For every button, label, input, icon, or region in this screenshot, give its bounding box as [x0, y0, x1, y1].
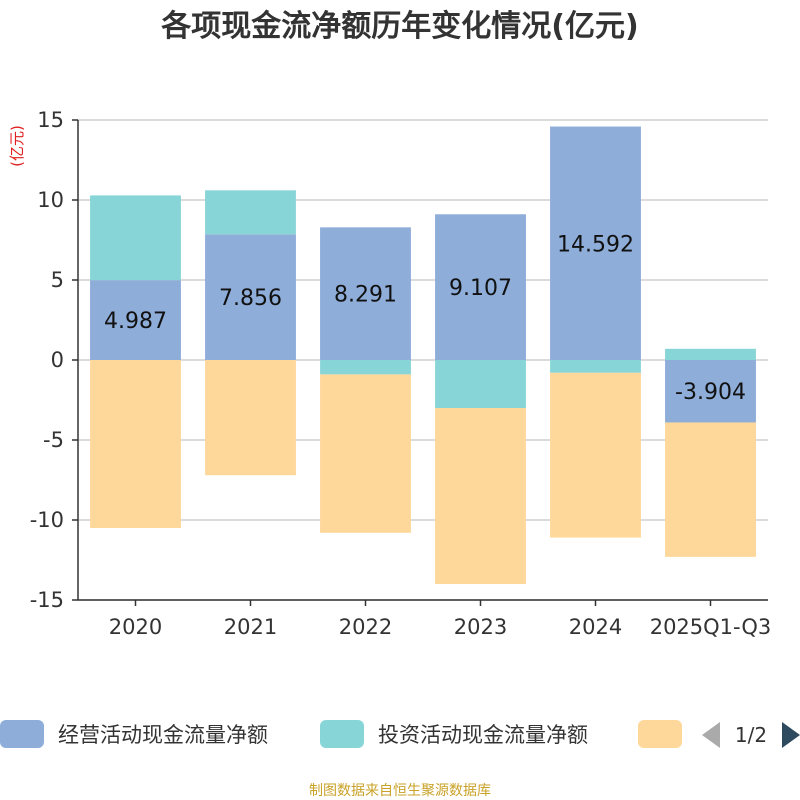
y-tick-label: 15	[37, 108, 64, 132]
data-label: 8.291	[334, 283, 397, 308]
data-label: 14.592	[557, 232, 634, 257]
bars	[90, 126, 756, 584]
bar-series-0-2025Q1-Q3[interactable]	[665, 360, 756, 423]
data-label: -3.904	[675, 380, 746, 405]
bar-series-0-2024[interactable]	[550, 126, 641, 360]
y-tick-label: 5	[51, 268, 64, 292]
bar-series-0-2023[interactable]	[435, 214, 526, 360]
bar-series-0-2020[interactable]	[90, 280, 181, 360]
legend-label-1[interactable]: 投资活动现金流量净额	[378, 723, 588, 747]
bar-series-1-2022[interactable]	[320, 360, 411, 375]
y-tick-label: -10	[30, 508, 64, 532]
triangle-right-icon[interactable]	[782, 722, 800, 748]
bar-series-2-2021[interactable]	[205, 360, 296, 476]
data-label: 7.856	[219, 286, 282, 311]
bar-series-2-2022[interactable]	[320, 374, 411, 533]
bar-series-0-2021[interactable]	[205, 234, 296, 360]
legend-swatch-1[interactable]	[320, 720, 364, 748]
y-axis-unit-label: (亿元)	[8, 125, 26, 167]
data-labels: 4.987 7.856 8.291 9.107 14.592 -3.904	[104, 232, 746, 405]
grid	[78, 119, 768, 601]
bar-series-0-2022[interactable]	[320, 227, 411, 360]
legend[interactable]: 经营活动现金流量净额 投资活动现金流量净额 1/2	[0, 720, 800, 748]
bar-series-1-2021[interactable]	[205, 190, 296, 235]
x-tick-label: 2024	[569, 615, 622, 639]
data-label: 9.107	[449, 276, 512, 301]
triangle-left-icon[interactable]	[702, 722, 720, 748]
bar-series-2-2024[interactable]	[550, 372, 641, 538]
y-tick-label: 0	[51, 348, 64, 372]
x-tick-label: 2023	[454, 615, 507, 639]
legend-swatch-2[interactable]	[638, 720, 682, 748]
y-tick-label: -15	[30, 588, 64, 612]
legend-page-indicator: 1/2	[735, 723, 767, 747]
bar-series-2-2020[interactable]	[90, 360, 181, 528]
legend-swatch-0[interactable]	[0, 720, 44, 748]
bar-series-1-2020[interactable]	[90, 195, 181, 281]
bar-series-1-2025Q1-Q3[interactable]	[665, 348, 756, 360]
data-source-note: 制图数据来自恒生聚源数据库	[309, 783, 491, 799]
y-tick-label: 10	[37, 188, 64, 212]
data-label: 4.987	[104, 309, 167, 334]
legend-label-0[interactable]: 经营活动现金流量净额	[58, 723, 268, 747]
x-tick-label: 2020	[109, 615, 162, 639]
bar-series-2-2023[interactable]	[435, 408, 526, 584]
y-tick-label: -5	[43, 428, 64, 452]
bar-series-1-2024[interactable]	[550, 360, 641, 373]
bar-series-2-2025Q1-Q3[interactable]	[665, 422, 756, 557]
x-tick-label: 2022	[339, 615, 392, 639]
axes: 15 10 5 0 -5 -10 -15 2020 2021 2022 2023 2024 2025Q1…	[30, 108, 772, 639]
chart-title: 各项现金流净额历年变化情况(亿元)	[160, 9, 638, 44]
bar-series-1-2023[interactable]	[435, 360, 526, 408]
x-tick-label: 2021	[224, 615, 277, 639]
x-tick-label: 2025Q1-Q3	[650, 615, 772, 639]
